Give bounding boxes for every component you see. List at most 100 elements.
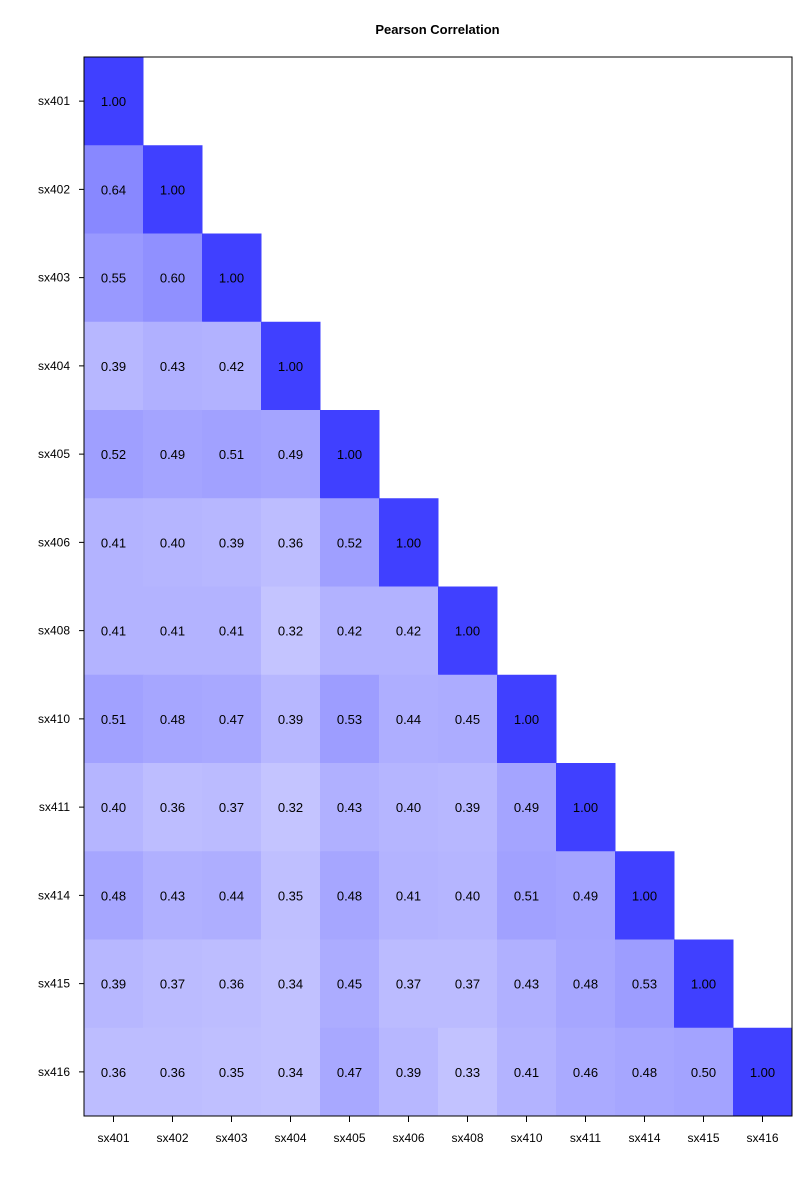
cell-value-label: 0.41 bbox=[101, 535, 126, 550]
heatmap-cell-sx402-sx402 bbox=[143, 145, 203, 234]
heatmap-cell-sx403-sx401 bbox=[84, 233, 144, 323]
heatmap-cell-sx416-sx404 bbox=[261, 1027, 321, 1117]
cell-value-label: 0.51 bbox=[219, 447, 244, 462]
heatmap-cell-sx401-sx401 bbox=[84, 57, 144, 146]
cell-value-label: 0.39 bbox=[101, 977, 126, 992]
heatmap-cell-sx404-sx401 bbox=[84, 321, 144, 411]
cell-value-label: 1.00 bbox=[691, 977, 716, 992]
cell-value-label: 0.53 bbox=[337, 712, 362, 727]
y-tick-label: sx416 bbox=[38, 1065, 70, 1079]
x-tick-label: sx406 bbox=[392, 1131, 424, 1145]
cell-value-label: 1.00 bbox=[396, 535, 421, 550]
heatmap-cell-sx405-sx401 bbox=[84, 410, 144, 499]
cell-value-label: 1.00 bbox=[160, 182, 185, 197]
cell-value-label: 0.49 bbox=[573, 888, 598, 903]
cell-value-label: 0.42 bbox=[337, 624, 362, 639]
heatmap-cell-sx414-sx405 bbox=[320, 851, 380, 940]
heatmap-cell-sx410-sx403 bbox=[202, 674, 262, 764]
y-tick-label: sx404 bbox=[38, 359, 70, 373]
cell-value-label: 0.32 bbox=[278, 800, 303, 815]
heatmap-cell-sx416-sx408 bbox=[438, 1027, 498, 1117]
cell-value-label: 0.43 bbox=[160, 888, 185, 903]
heatmap-cell-sx410-sx401 bbox=[84, 674, 144, 764]
heatmap-cell-sx408-sx405 bbox=[320, 586, 380, 676]
cell-value-label: 0.60 bbox=[160, 271, 185, 286]
heatmap-cell-sx415-sx402 bbox=[143, 939, 203, 1029]
heatmap-cell-sx411-sx403 bbox=[202, 763, 262, 852]
heatmap-cell-sx414-sx411 bbox=[556, 851, 616, 940]
heatmap-cell-sx416-sx403 bbox=[202, 1027, 262, 1117]
cell-value-label: 0.45 bbox=[455, 712, 480, 727]
cell-value-label: 0.36 bbox=[160, 800, 185, 815]
y-tick-label: sx411 bbox=[39, 800, 70, 814]
heatmap-cell-sx414-sx402 bbox=[143, 851, 203, 940]
cell-value-label: 0.51 bbox=[101, 712, 126, 727]
cell-value-label: 0.44 bbox=[219, 888, 244, 903]
heatmap-cell-sx405-sx402 bbox=[143, 410, 203, 499]
cell-value-label: 0.43 bbox=[160, 359, 185, 374]
heatmap-cell-sx415-sx411 bbox=[556, 939, 616, 1029]
heatmap-cell-sx406-sx403 bbox=[202, 498, 262, 587]
cell-value-label: 1.00 bbox=[455, 624, 480, 639]
heatmap-cell-sx414-sx401 bbox=[84, 851, 144, 940]
heatmap-cell-sx414-sx404 bbox=[261, 851, 321, 940]
heatmap-cell-sx415-sx415 bbox=[674, 939, 734, 1029]
cell-value-label: 1.00 bbox=[750, 1065, 775, 1080]
cell-value-label: 0.43 bbox=[514, 977, 539, 992]
cell-value-label: 0.41 bbox=[219, 624, 244, 639]
cell-value-label: 0.36 bbox=[160, 1065, 185, 1080]
heatmap-cell-sx410-sx406 bbox=[379, 674, 439, 764]
heatmap-cell-sx411-sx402 bbox=[143, 763, 203, 852]
cell-value-label: 0.36 bbox=[101, 1065, 126, 1080]
cell-value-label: 0.40 bbox=[455, 888, 480, 903]
heatmap-cell-sx411-sx410 bbox=[497, 763, 557, 852]
heatmap-cell-sx410-sx408 bbox=[438, 674, 498, 764]
cell-value-label: 0.52 bbox=[101, 447, 126, 462]
heatmap-cell-sx411-sx406 bbox=[379, 763, 439, 852]
cell-value-label: 0.42 bbox=[396, 624, 421, 639]
y-tick-label: sx401 bbox=[38, 94, 70, 108]
cell-value-label: 0.39 bbox=[219, 535, 244, 550]
cell-value-label: 0.33 bbox=[455, 1065, 480, 1080]
heatmap-cell-sx416-sx410 bbox=[497, 1027, 557, 1117]
heatmap-cell-sx404-sx403 bbox=[202, 321, 262, 411]
heatmap-cell-sx408-sx402 bbox=[143, 586, 203, 676]
cell-value-label: 1.00 bbox=[632, 888, 657, 903]
cell-value-label: 0.41 bbox=[514, 1065, 539, 1080]
x-tick-label: sx402 bbox=[156, 1131, 188, 1145]
heatmap-cell-sx411-sx404 bbox=[261, 763, 321, 852]
cell-value-label: 0.48 bbox=[337, 888, 362, 903]
cell-value-label: 0.46 bbox=[573, 1065, 598, 1080]
heatmap-cell-sx415-sx404 bbox=[261, 939, 321, 1029]
x-tick-label: sx408 bbox=[451, 1131, 483, 1145]
heatmap-cell-sx406-sx404 bbox=[261, 498, 321, 587]
cell-value-label: 0.48 bbox=[632, 1065, 657, 1080]
y-tick-label: sx403 bbox=[38, 271, 70, 285]
cell-value-label: 1.00 bbox=[219, 271, 244, 286]
x-tick-label: sx410 bbox=[510, 1131, 542, 1145]
cell-value-label: 0.47 bbox=[219, 712, 244, 727]
cell-value-label: 0.44 bbox=[396, 712, 421, 727]
heatmap-cell-sx416-sx406 bbox=[379, 1027, 439, 1117]
x-tick-label: sx401 bbox=[97, 1131, 129, 1145]
cell-value-label: 0.48 bbox=[101, 888, 126, 903]
cell-value-label: 0.36 bbox=[219, 977, 244, 992]
heatmap-cell-sx405-sx404 bbox=[261, 410, 321, 499]
x-tick-label: sx404 bbox=[274, 1131, 306, 1145]
cell-value-label: 0.40 bbox=[160, 535, 185, 550]
heatmap-cell-sx416-sx405 bbox=[320, 1027, 380, 1117]
x-tick-label: sx411 bbox=[570, 1131, 601, 1145]
cell-value-label: 0.50 bbox=[691, 1065, 716, 1080]
x-tick-label: sx415 bbox=[687, 1131, 719, 1145]
cell-value-label: 0.37 bbox=[455, 977, 480, 992]
cell-value-label: 0.45 bbox=[337, 977, 362, 992]
cell-value-label: 0.49 bbox=[514, 800, 539, 815]
cell-value-label: 0.39 bbox=[455, 800, 480, 815]
cell-value-label: 0.40 bbox=[101, 800, 126, 815]
x-tick-label: sx416 bbox=[746, 1131, 778, 1145]
heatmap-cell-sx411-sx401 bbox=[84, 763, 144, 852]
heatmap-cell-sx416-sx402 bbox=[143, 1027, 203, 1117]
heatmap-cell-sx415-sx406 bbox=[379, 939, 439, 1029]
heatmap-cell-sx416-sx415 bbox=[674, 1027, 734, 1117]
